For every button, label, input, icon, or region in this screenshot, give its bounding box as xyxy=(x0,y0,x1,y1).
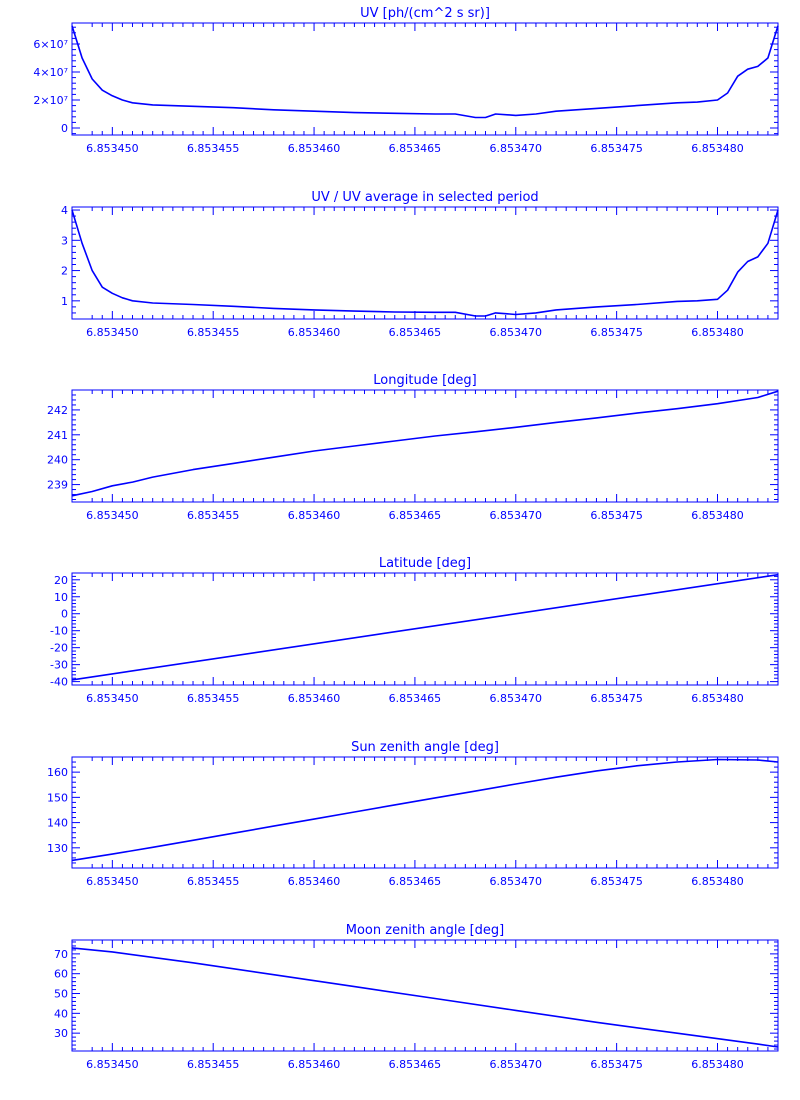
series-line-1 xyxy=(71,390,779,497)
plot-frame xyxy=(71,939,779,1052)
x-tick-label: 6.853475 xyxy=(590,509,643,522)
series-line-1 xyxy=(71,25,779,119)
series-line-1 xyxy=(71,209,779,317)
x-tick-label: 6.853450 xyxy=(86,142,139,155)
chart-title: Latitude [deg] xyxy=(379,556,471,571)
x-tick-label: 6.853455 xyxy=(187,1058,240,1071)
chart-panel-3: Longitude [deg] 6.853450 6.853455 6.853460 6… xyxy=(47,373,779,522)
x-tick-label: 6.853470 xyxy=(490,1058,543,1071)
y-tick-label: 40 xyxy=(54,1007,68,1020)
y-tick-label: 10 xyxy=(54,591,68,604)
x-tick-label: 6.853465 xyxy=(389,142,442,155)
x-tick-label: 6.853475 xyxy=(590,142,643,155)
y-tick-label: 240 xyxy=(47,454,68,467)
chart-title: Longitude [deg] xyxy=(373,373,476,388)
y-tick-label: 50 xyxy=(54,988,68,1001)
x-tick-label: 6.853480 xyxy=(691,509,744,522)
x-tick-label: 6.853450 xyxy=(86,692,139,705)
x-tick-label: 6.853480 xyxy=(691,875,744,888)
y-tick-label: 20 xyxy=(54,574,68,587)
x-tick-label: 6.853475 xyxy=(590,1058,643,1071)
y-tick-label: 30 xyxy=(54,1027,68,1040)
y-tick-label: -40 xyxy=(50,676,68,689)
x-tick-label: 6.853475 xyxy=(590,692,643,705)
series-line-1 xyxy=(71,947,779,1048)
chart-title: UV / UV average in selected period xyxy=(311,190,538,205)
x-tick-label: 6.853470 xyxy=(490,692,543,705)
x-tick-label: 6.853465 xyxy=(389,875,442,888)
x-tick-label: 6.853455 xyxy=(187,142,240,155)
x-tick-label: 6.853475 xyxy=(590,875,643,888)
y-tick-label: 70 xyxy=(54,948,68,961)
x-tick-label: 6.853460 xyxy=(288,326,341,339)
x-tick-label: 6.853470 xyxy=(490,875,543,888)
chart-panel-5: Sun zenith angle [deg] 6.853450 6.853455 6.… xyxy=(47,740,779,888)
y-tick-label: 0 xyxy=(61,122,68,135)
chart-panel-6: Moon zenith angle [deg] 6.853450 6.853455 6… xyxy=(54,923,779,1071)
x-tick-label: 6.853480 xyxy=(691,142,744,155)
chart-panel-4: Latitude [deg] 6.853450 6.853455 6.853460 6.… xyxy=(50,556,779,705)
x-tick-label: 6.853460 xyxy=(288,875,341,888)
x-tick-label: 6.853465 xyxy=(389,509,442,522)
x-tick-label: 6.853450 xyxy=(86,509,139,522)
x-tick-label: 6.853455 xyxy=(187,326,240,339)
y-tick-label: 241 xyxy=(47,429,68,442)
x-tick-label: 6.853470 xyxy=(490,509,543,522)
y-tick-label: 4×10⁷ xyxy=(33,66,68,79)
series-line-1 xyxy=(71,573,779,681)
x-tick-label: 6.853450 xyxy=(86,875,139,888)
y-tick-label: 6×10⁷ xyxy=(33,38,68,51)
y-tick-label: 150 xyxy=(47,791,68,804)
x-tick-label: 6.853455 xyxy=(187,509,240,522)
x-tick-label: 6.853450 xyxy=(86,1058,139,1071)
series-line-1 xyxy=(71,758,779,862)
x-tick-label: 6.853450 xyxy=(86,326,139,339)
x-tick-label: 6.853470 xyxy=(490,326,543,339)
y-tick-label: 1 xyxy=(61,295,68,308)
y-tick-label: 2 xyxy=(61,265,68,278)
x-tick-label: 6.853455 xyxy=(187,692,240,705)
y-tick-label: 60 xyxy=(54,968,68,981)
y-tick-label: 242 xyxy=(47,404,68,417)
chart-title: Sun zenith angle [deg] xyxy=(351,740,499,755)
x-tick-label: 6.853460 xyxy=(288,1058,341,1071)
x-tick-label: 6.853475 xyxy=(590,326,643,339)
x-tick-label: 6.853460 xyxy=(288,509,341,522)
y-tick-label: 160 xyxy=(47,766,68,779)
y-tick-label: 239 xyxy=(47,479,68,492)
x-tick-label: 6.853480 xyxy=(691,692,744,705)
chart-title: Moon zenith angle [deg] xyxy=(346,923,504,938)
y-tick-label: 4 xyxy=(61,204,68,217)
chart-panel-1: UV [ph/(cm^2 s sr)] 6.853450 6.853455 6.853… xyxy=(33,6,779,155)
y-tick-label: 2×10⁷ xyxy=(33,94,68,107)
x-tick-label: 6.853465 xyxy=(389,692,442,705)
chart-panel-2: UV / UV average in selected period 6.8534… xyxy=(61,190,779,339)
y-tick-label: 0 xyxy=(61,608,68,621)
y-tick-label: 130 xyxy=(47,842,68,855)
x-tick-label: 6.853455 xyxy=(187,875,240,888)
x-tick-label: 6.853460 xyxy=(288,692,341,705)
y-tick-label: -10 xyxy=(50,625,68,638)
y-tick-label: -30 xyxy=(50,659,68,672)
x-tick-label: 6.853480 xyxy=(691,326,744,339)
x-tick-label: 6.853465 xyxy=(389,326,442,339)
x-tick-label: 6.853480 xyxy=(691,1058,744,1071)
x-tick-label: 6.853460 xyxy=(288,142,341,155)
y-tick-label: -20 xyxy=(50,642,68,655)
plot-frame xyxy=(71,389,779,503)
y-tick-label: 140 xyxy=(47,817,68,830)
plot-frame xyxy=(71,22,779,136)
x-tick-label: 6.853470 xyxy=(490,142,543,155)
chart-title: UV [ph/(cm^2 s sr)] xyxy=(360,6,490,21)
plot-frame xyxy=(71,756,779,869)
x-tick-label: 6.853465 xyxy=(389,1058,442,1071)
y-tick-label: 3 xyxy=(61,234,68,247)
